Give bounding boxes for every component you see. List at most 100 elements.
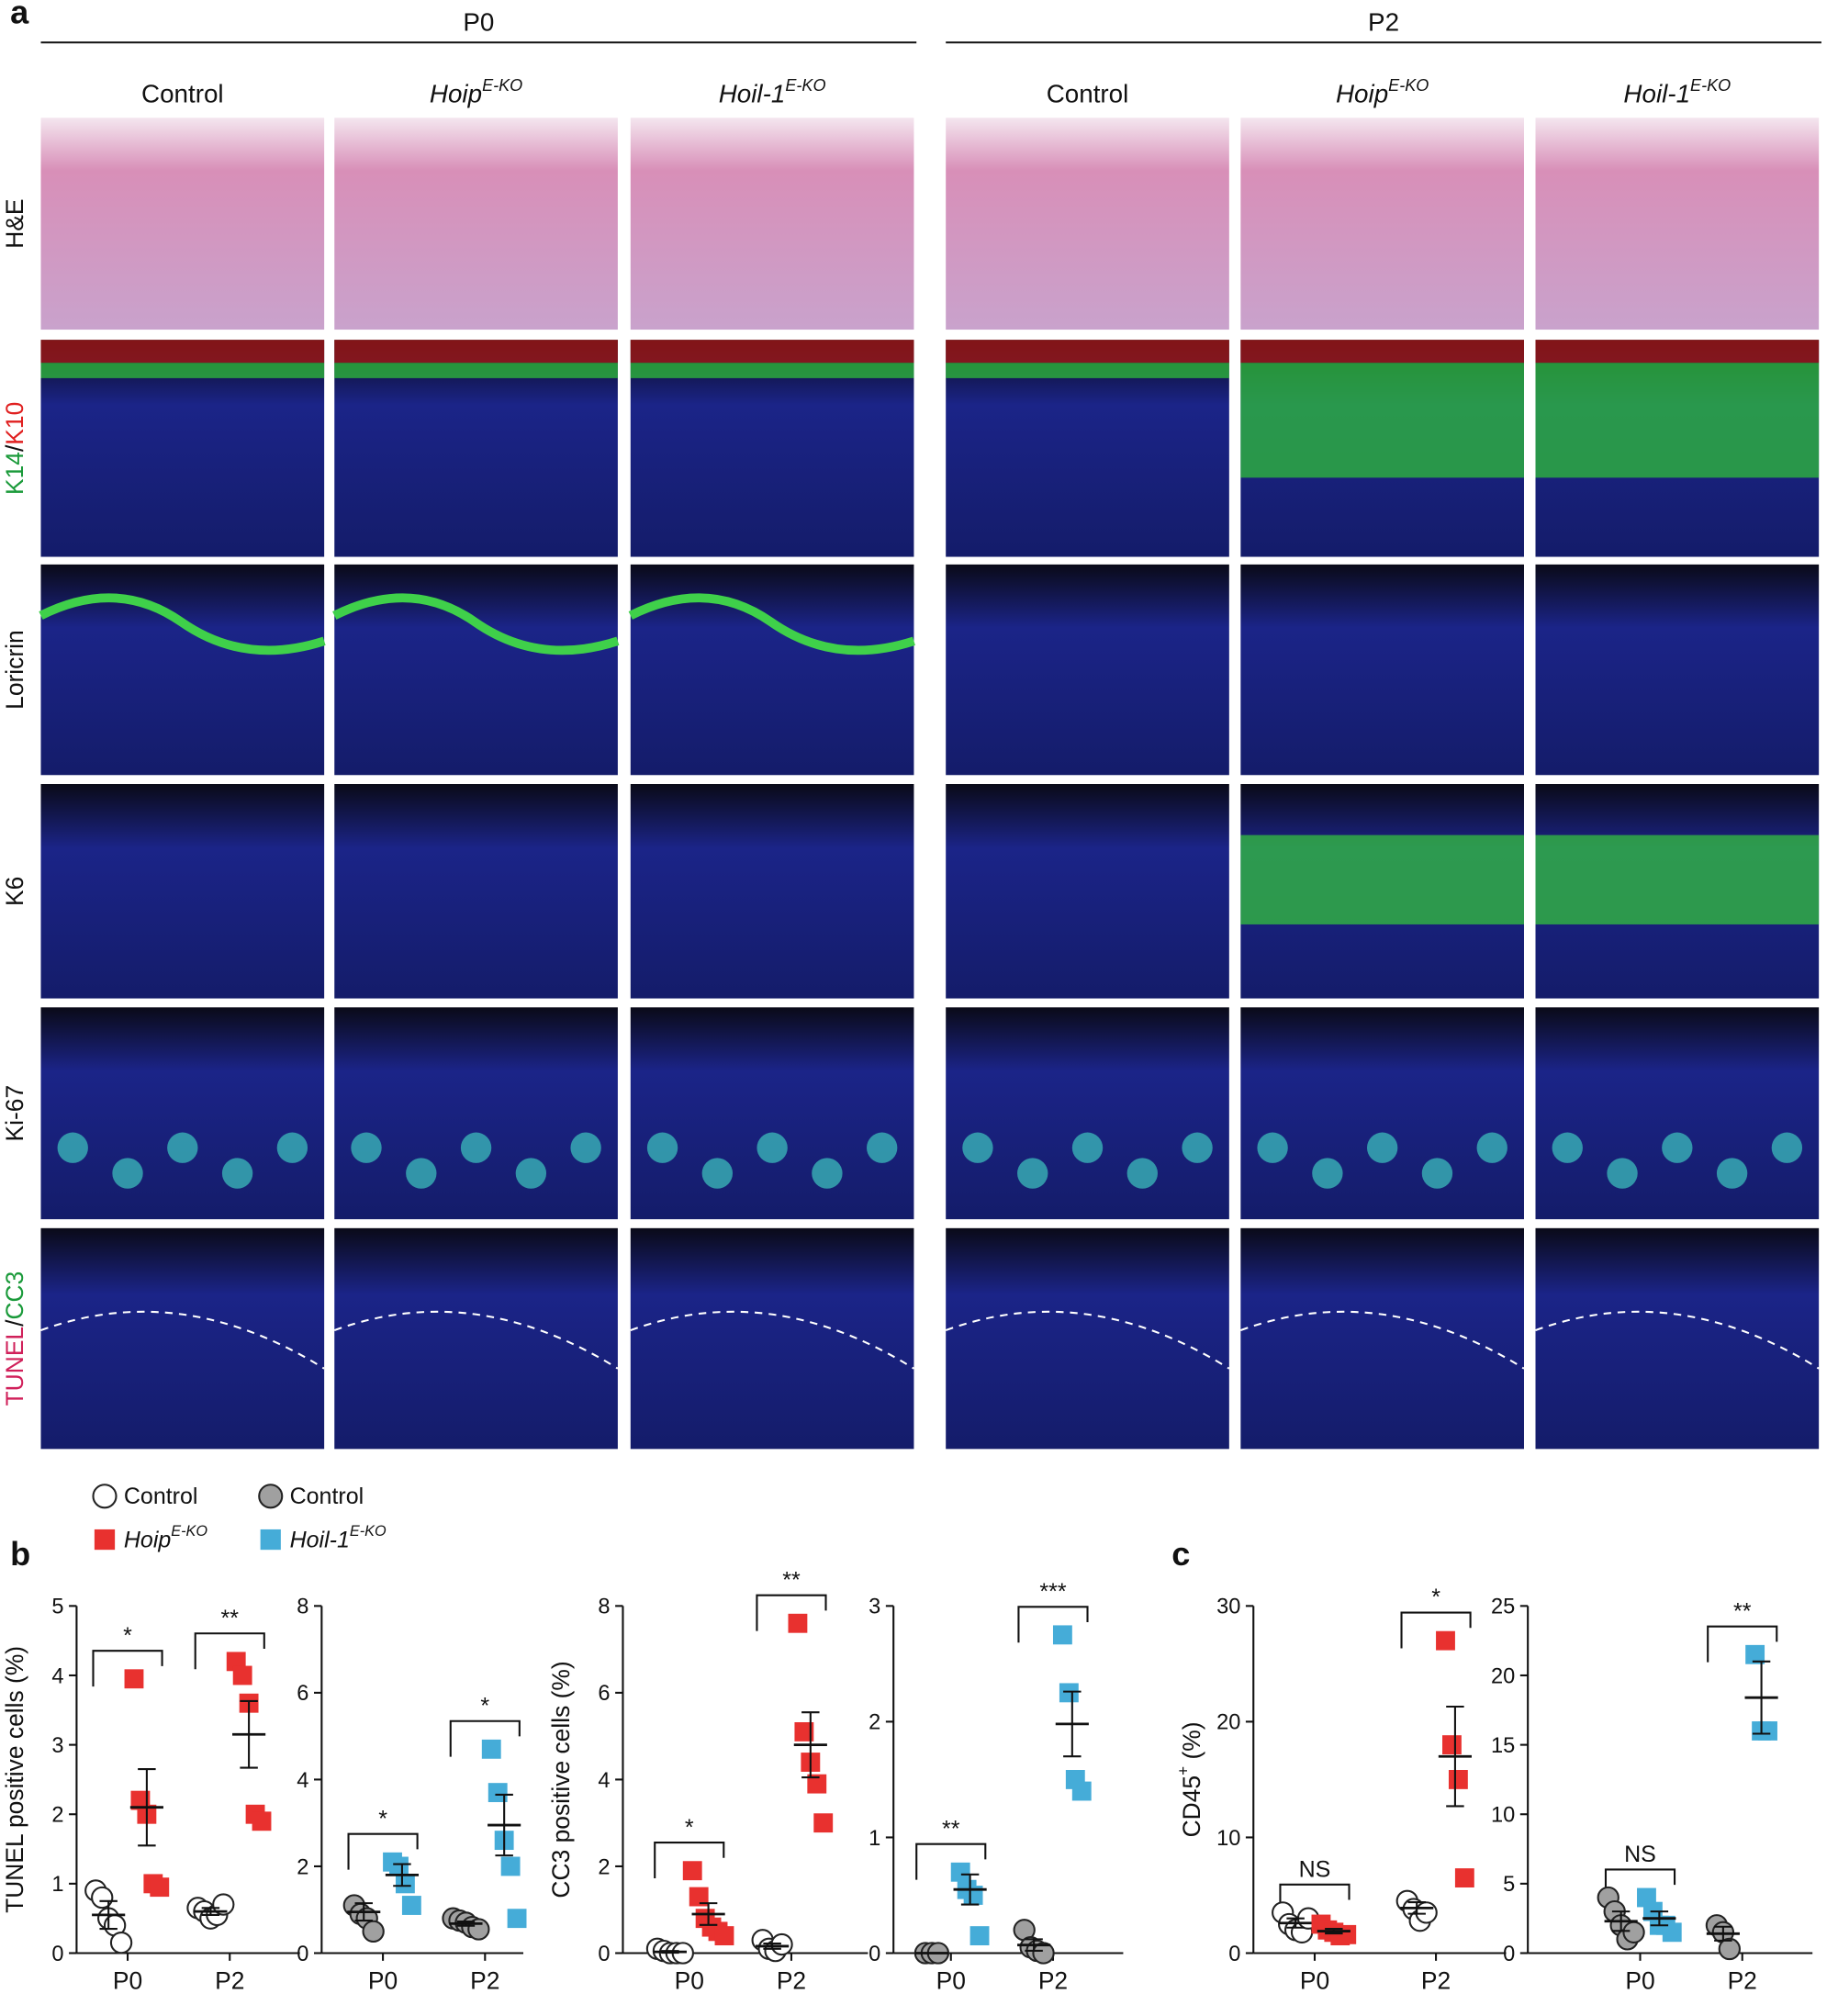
text-segment: /	[1, 444, 28, 452]
data-point	[1758, 1721, 1777, 1741]
y-tick-label: 20	[1491, 1664, 1515, 1688]
row-label: H&E	[1, 199, 28, 249]
y-tick-label: 0	[869, 1943, 880, 1966]
significance-bracket	[654, 1842, 725, 1879]
text-segment: Hoil-1	[1623, 80, 1690, 108]
micrograph	[334, 1227, 618, 1450]
y-tick-label: 6	[598, 1682, 610, 1706]
micrograph	[1240, 1007, 1524, 1220]
row-label: K6	[1, 877, 28, 906]
row-label: Loricrin	[1, 630, 28, 710]
data-point	[950, 1862, 970, 1882]
legend-marker	[92, 1484, 118, 1509]
significance-bracket	[347, 1832, 419, 1870]
column-label: Hoil-1E-KO	[1623, 76, 1731, 108]
k6-layer	[1535, 834, 1820, 924]
basement-line	[945, 1310, 1230, 1370]
ki67-cluster	[167, 1132, 198, 1163]
legend-label: HoipE-KO	[124, 1523, 208, 1553]
y-axis-label: TUNEL positive cells (%)	[1, 1646, 28, 1913]
row-label: K14/K10	[1, 402, 28, 495]
legend-marker	[94, 1529, 116, 1551]
micrograph	[1240, 118, 1524, 330]
text-segment: E-KO	[785, 76, 825, 95]
ki67-cluster	[1257, 1132, 1288, 1163]
data-point	[91, 1886, 114, 1910]
data-point	[714, 1926, 734, 1946]
micrograph	[630, 118, 914, 330]
ki67-cluster	[112, 1158, 143, 1189]
k14-layer	[40, 363, 325, 378]
text-segment: Loricrin	[1, 630, 28, 710]
micrograph	[40, 118, 325, 330]
significance-label: **	[782, 1567, 801, 1593]
text-segment: Control	[1047, 80, 1129, 108]
legend-label: Control	[124, 1484, 198, 1509]
data-point	[1718, 1937, 1741, 1961]
y-tick-label: 2	[297, 1855, 308, 1879]
y-tick-label: 0	[598, 1943, 610, 1966]
y-tick-label: 5	[1503, 1873, 1515, 1897]
significance-label: NS	[1299, 1856, 1331, 1882]
x-tick-label: P2	[215, 1966, 244, 1994]
y-tick-label: 2	[598, 1855, 610, 1879]
text-segment: CC3	[1, 1271, 28, 1320]
text-segment: Hoil-1	[290, 1527, 350, 1552]
ki67-cluster	[646, 1132, 678, 1163]
text-segment: TUNEL	[1, 1327, 28, 1406]
significance-bracket	[1707, 1625, 1778, 1663]
text-segment: E-KO	[482, 76, 522, 95]
k10-layer	[1240, 340, 1524, 364]
micrograph	[1240, 1227, 1524, 1450]
text-segment: E-KO	[1388, 76, 1429, 95]
basement-line	[630, 1310, 914, 1370]
loricrin-layer	[332, 593, 620, 655]
data-point	[401, 1896, 421, 1915]
y-tick-label: 15	[1491, 1734, 1515, 1758]
data-point	[807, 1774, 827, 1794]
micrograph	[1240, 564, 1524, 776]
panel-label: a	[10, 0, 29, 30]
micrograph	[334, 784, 618, 999]
micrograph	[334, 1007, 618, 1220]
micrograph	[946, 1227, 1229, 1450]
column-label: HoipE-KO	[1336, 76, 1429, 108]
data-point	[1442, 1735, 1462, 1755]
y-tick-label: 4	[51, 1664, 63, 1688]
ki67-cluster	[701, 1158, 734, 1189]
text-segment: Hoip	[430, 80, 482, 108]
data-point	[232, 1665, 252, 1686]
y-tick-label: 6	[297, 1682, 308, 1706]
micrograph	[946, 784, 1229, 999]
data-point	[1436, 1630, 1455, 1651]
y-tick-label: 2	[51, 1804, 63, 1828]
x-tick-label: P0	[1300, 1966, 1329, 1994]
y-tick-label: 8	[297, 1596, 308, 1619]
data-point	[150, 1877, 170, 1898]
column-label: HoipE-KO	[430, 76, 522, 108]
legend-label: Control	[290, 1484, 364, 1509]
ki67-cluster	[1126, 1158, 1158, 1189]
data-point	[252, 1811, 272, 1831]
text-segment: Ki-67	[1, 1085, 28, 1142]
data-point	[109, 1931, 133, 1954]
text-segment: Hoil-1	[719, 80, 786, 108]
significance-bracket	[1400, 1611, 1472, 1649]
text-segment: +	[1173, 1766, 1192, 1775]
data-point	[1415, 1901, 1438, 1924]
y-tick-label: 0	[1228, 1943, 1240, 1966]
y-tick-label: 4	[297, 1769, 308, 1793]
ki67-cluster	[1071, 1132, 1104, 1163]
micrograph	[946, 564, 1229, 776]
significance-label: ***	[1039, 1579, 1066, 1605]
ki67-cluster	[460, 1132, 492, 1163]
text-segment: Hoip	[1336, 80, 1388, 108]
y-tick-label: 10	[1491, 1804, 1515, 1828]
row-label: TUNEL/CC3	[1, 1271, 28, 1406]
ki67-cluster	[756, 1132, 788, 1163]
micrograph	[1535, 1007, 1820, 1220]
ki67-cluster	[1421, 1158, 1453, 1189]
ki67-cluster	[406, 1158, 437, 1189]
ki67-cluster	[570, 1132, 601, 1163]
text-segment: K6	[1, 877, 28, 906]
